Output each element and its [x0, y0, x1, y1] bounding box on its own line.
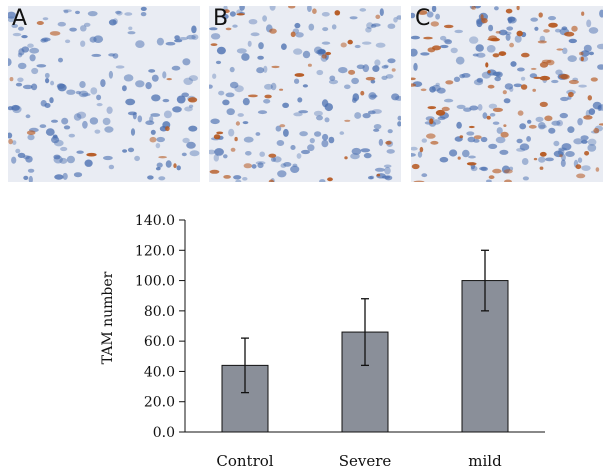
y-tick-label: 20.0: [144, 395, 175, 411]
micrograph-c: C: [411, 6, 603, 182]
panel-label-c: C: [415, 6, 431, 31]
panel-label-a: A: [12, 6, 28, 31]
tissue-texture: [209, 6, 401, 182]
tissue-texture: [8, 6, 200, 182]
x-tick-label: mild: [468, 452, 502, 470]
micrograph-a: A: [8, 6, 200, 182]
y-axis-label: TAM number: [100, 271, 116, 364]
y-tick-label: 60.0: [144, 334, 175, 350]
y-tick-label: 140.0: [135, 213, 175, 229]
y-tick-label: 100.0: [135, 274, 175, 290]
x-tick-label: Severe: [339, 452, 392, 470]
y-tick-label: 80.0: [144, 304, 175, 320]
micrograph-b: B: [209, 6, 401, 182]
y-tick-label: 120.0: [135, 243, 175, 259]
panel-label-b: B: [213, 6, 229, 31]
y-tick-label: 40.0: [144, 364, 175, 380]
x-tick-label: Control: [216, 452, 273, 470]
tissue-texture: [411, 6, 603, 182]
y-tick-label: 0.0: [153, 425, 175, 441]
